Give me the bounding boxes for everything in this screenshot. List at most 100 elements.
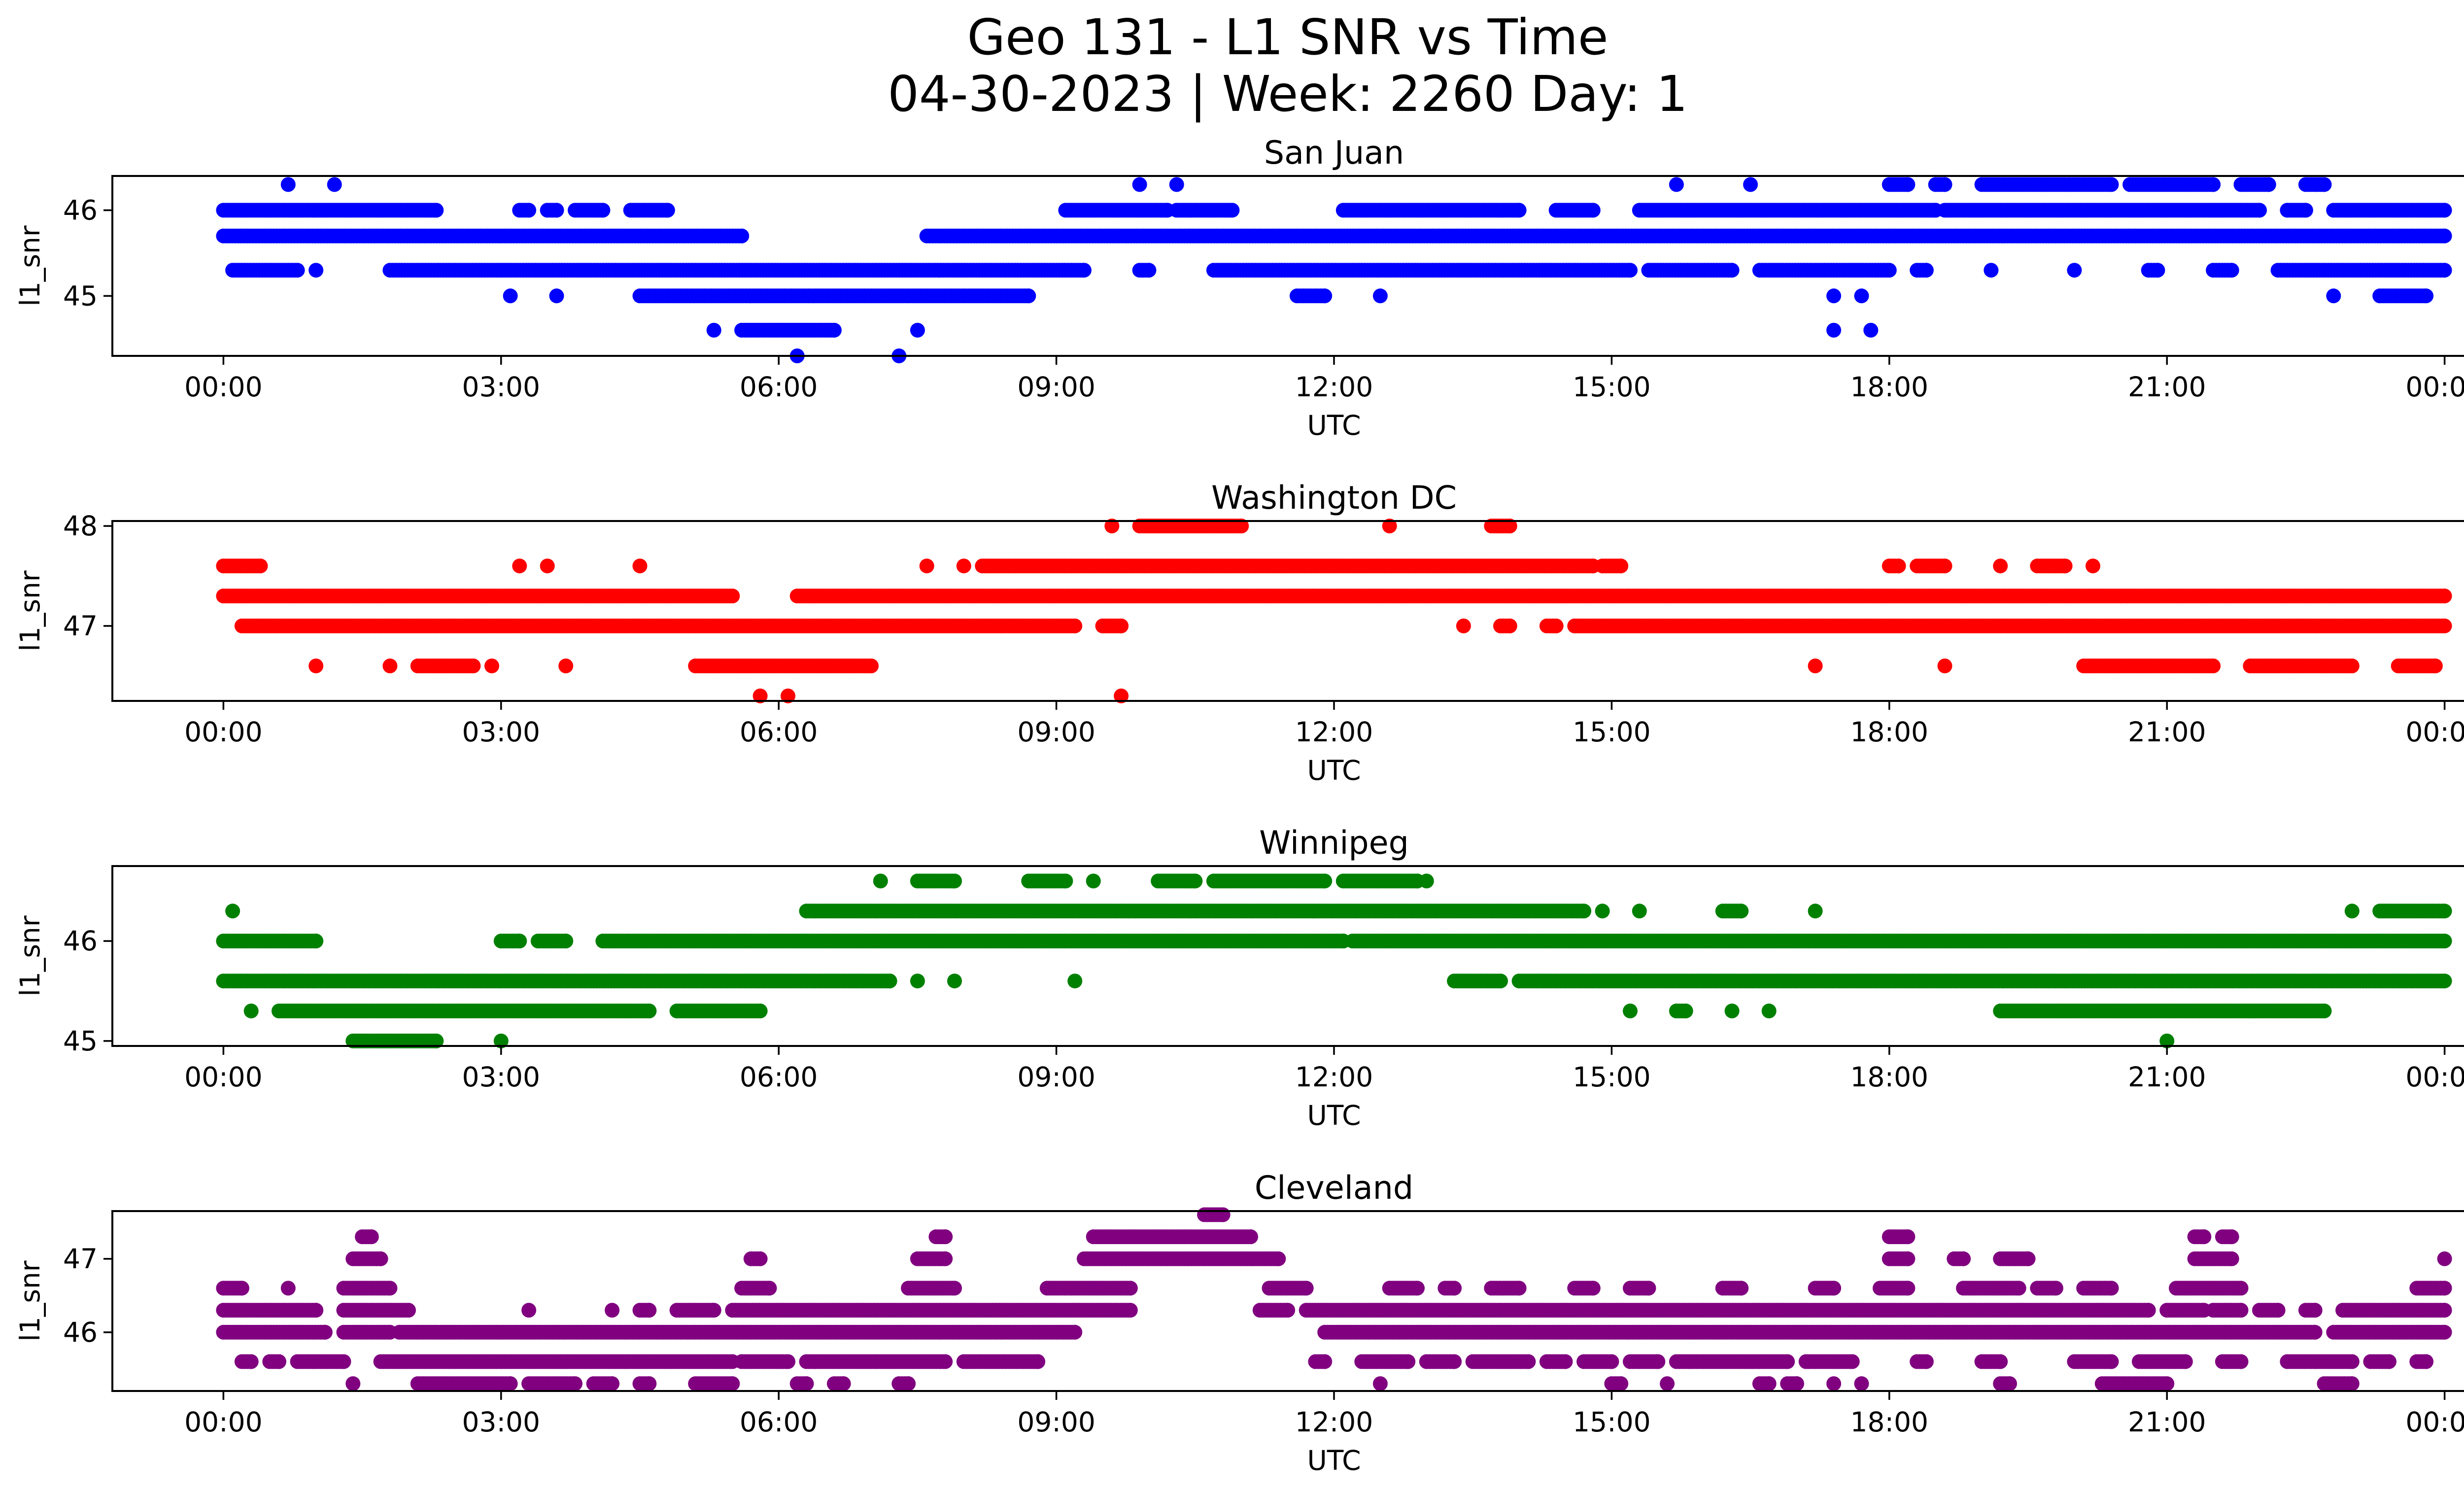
data-point <box>1918 263 1934 278</box>
axes-frame <box>111 520 2464 702</box>
data-point <box>2326 288 2341 304</box>
data-point <box>1854 288 1869 304</box>
data-point <box>1067 618 1083 633</box>
x-tick-label: 03:00 <box>462 371 541 403</box>
data-point <box>632 558 648 574</box>
data-point <box>466 659 481 673</box>
x-axis-label: UTC <box>1307 410 1361 441</box>
data-point <box>2298 203 2313 218</box>
data-point <box>2437 589 2452 604</box>
data-point <box>1984 263 1999 278</box>
data-point <box>2067 263 2082 278</box>
data-point <box>1900 177 1916 192</box>
data-point <box>1086 873 1101 889</box>
subplot-title: Winnipeg <box>1259 825 1409 862</box>
data-point <box>2419 288 2434 304</box>
x-tick-label: 09:00 <box>1017 371 1095 403</box>
figure-title-line1: Geo 131 - L1 SNR vs Time <box>967 8 1608 66</box>
data-point <box>2150 263 2165 278</box>
data-point <box>1937 177 1952 192</box>
y-axis-label: l1_snr <box>14 570 46 651</box>
data-point <box>1372 288 1388 304</box>
data-point <box>1937 558 1952 574</box>
data-point <box>1993 558 2008 574</box>
data-point <box>558 934 574 949</box>
data-point <box>1576 904 1592 919</box>
data-point <box>725 589 740 604</box>
data-point <box>2437 203 2452 218</box>
x-tick-label: 06:00 <box>740 716 818 748</box>
data-point <box>1132 177 1147 192</box>
data-point <box>706 322 721 338</box>
data-point <box>1882 263 1897 278</box>
y-axis-label: l1_snr <box>14 225 46 306</box>
x-tick-label: 00:00 <box>2405 716 2464 748</box>
data-point <box>253 558 268 574</box>
y-tick-label: 48 <box>63 510 98 542</box>
data-point <box>1613 558 1629 574</box>
data-point <box>2261 177 2276 192</box>
data-point <box>1382 519 1397 534</box>
data-point <box>308 659 324 673</box>
x-tick-label: 12:00 <box>1295 716 1373 748</box>
data-point <box>1502 618 1517 633</box>
x-tick-label: 15:00 <box>1573 716 1651 748</box>
x-tick-label: 12:00 <box>1295 371 1373 403</box>
data-point <box>382 659 398 673</box>
data-point <box>1808 904 1823 919</box>
subplot-title: Washington DC <box>1211 480 1457 517</box>
data-point <box>1891 558 1906 574</box>
data-point <box>1548 618 1564 633</box>
y-tick-label: 46 <box>63 195 98 226</box>
data-point <box>2252 203 2267 218</box>
x-tick-label: 09:00 <box>1017 716 1095 748</box>
data-point <box>1225 203 1240 218</box>
data-point <box>1743 177 1758 192</box>
data-point <box>2057 558 2073 574</box>
data-point <box>558 659 574 673</box>
data-point <box>2206 177 2221 192</box>
data-point <box>2428 659 2443 673</box>
y-tick-label: 45 <box>63 280 98 312</box>
data-point <box>512 558 527 574</box>
x-tick-label: 06:00 <box>740 371 818 403</box>
data-point <box>280 177 296 192</box>
data-point <box>429 203 444 218</box>
data-point <box>2086 558 2100 574</box>
x-tick-label: 18:00 <box>1850 716 1929 748</box>
scatter-series <box>216 519 2452 703</box>
data-point <box>503 288 518 304</box>
data-point <box>1114 618 1129 633</box>
data-point <box>540 558 555 574</box>
data-point <box>484 659 499 673</box>
data-point <box>2224 263 2239 278</box>
data-point <box>2437 904 2452 919</box>
data-point <box>660 203 675 218</box>
x-axis-label: UTC <box>1307 755 1361 786</box>
data-point <box>864 659 879 673</box>
data-point <box>308 263 324 278</box>
data-point <box>1317 288 1333 304</box>
data-point <box>1456 618 1471 633</box>
y-tick-label: 47 <box>63 610 98 642</box>
data-point <box>1669 177 1684 192</box>
x-tick-label: 15:00 <box>1573 371 1651 403</box>
data-point <box>910 322 925 338</box>
x-tick-label: 03:00 <box>462 716 541 748</box>
data-point <box>549 203 564 218</box>
data-point <box>734 228 750 243</box>
x-tick-label: 00:00 <box>2405 371 2464 403</box>
data-point <box>1632 904 1647 919</box>
data-point <box>2437 263 2452 278</box>
data-point <box>1724 263 1740 278</box>
x-tick-label: 18:00 <box>1850 371 1929 403</box>
data-point <box>1141 263 1157 278</box>
data-point <box>595 203 611 218</box>
x-tick-label: 21:00 <box>2128 716 2206 748</box>
data-point <box>1076 263 1092 278</box>
data-point <box>2437 618 2452 633</box>
